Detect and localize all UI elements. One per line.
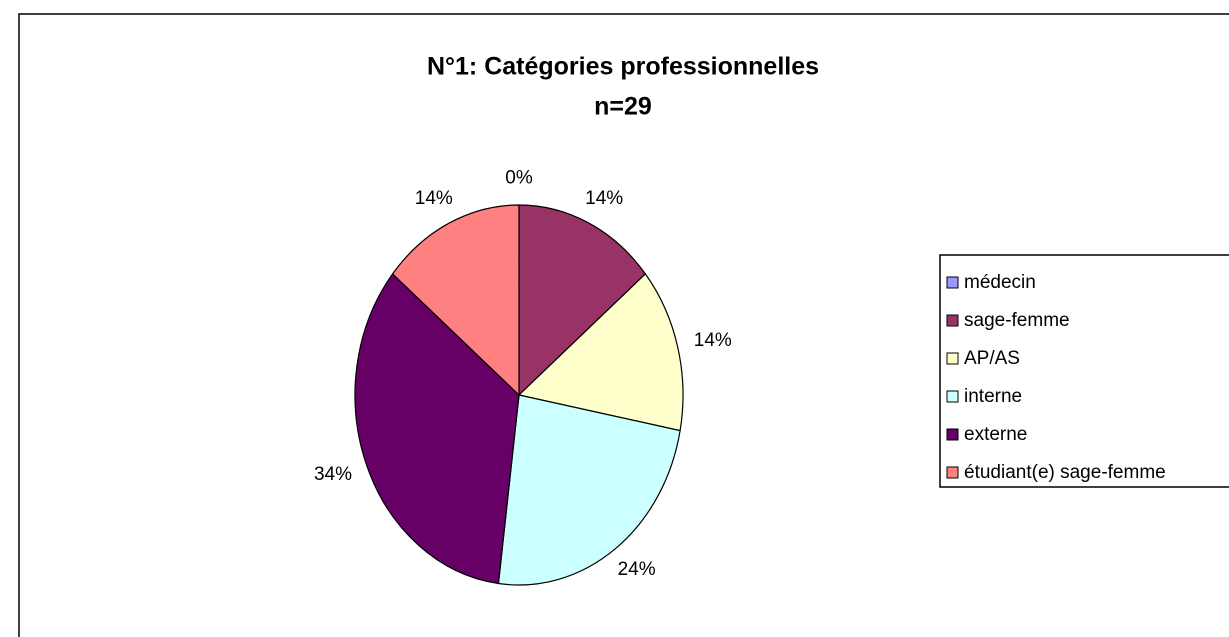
pie-slice — [517, 272, 684, 432]
data-label: 14% — [585, 188, 623, 209]
pie-slice — [497, 394, 681, 586]
legend-label: AP/AS — [964, 348, 1020, 369]
legend-swatch — [946, 466, 959, 479]
legend-label: interne — [964, 386, 1022, 407]
legend-label: externe — [964, 424, 1027, 445]
legend-label: médecin — [964, 272, 1036, 293]
pie-slice — [391, 204, 520, 397]
data-label: 14% — [694, 330, 732, 351]
legend-swatch — [946, 352, 959, 365]
legend-swatch — [946, 428, 959, 441]
pie-slice — [518, 204, 647, 397]
data-label: 34% — [314, 464, 352, 485]
legend-swatch — [946, 276, 959, 289]
legend-label: sage-femme — [964, 310, 1070, 331]
data-label: 0% — [505, 167, 533, 188]
chart-subtitle: n=29 — [594, 93, 652, 121]
legend-box — [939, 254, 1229, 488]
legend-label: étudiant(e) sage-femme — [964, 462, 1166, 483]
chart-title: N°1: Catégories professionnelles — [427, 53, 819, 81]
data-label: 24% — [618, 559, 656, 580]
legend-swatch — [946, 390, 959, 403]
pie-slice — [354, 272, 520, 585]
data-label: 14% — [415, 188, 453, 209]
legend-swatch — [946, 314, 959, 327]
